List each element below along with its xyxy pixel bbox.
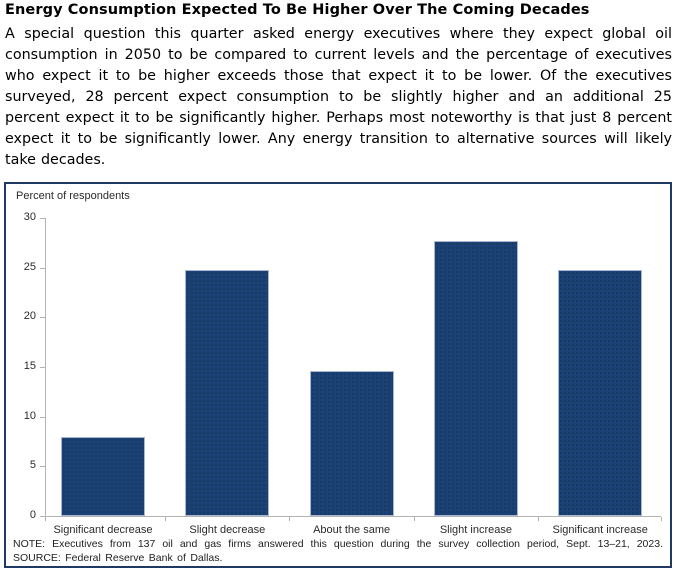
y-tick-label: 20: [23, 310, 36, 323]
y-tick-mark: [40, 218, 45, 219]
summary-paragraph: A special question this quarter asked en…: [5, 26, 672, 168]
y-tick-mark: [40, 267, 45, 269]
bar-about-the-same: [309, 370, 394, 516]
y-axis-line: [45, 218, 46, 517]
y-tick-label: 5: [29, 459, 36, 472]
y-tick-mark: [40, 466, 45, 468]
chart-source: SOURCE: Federal Reserve Bank of Dallas.: [13, 552, 223, 564]
x-tick-mark: [45, 517, 46, 521]
y-tick-mark: [40, 416, 45, 418]
y-tick-mark: [40, 516, 45, 517]
x-label-slight-increase: Slight increase: [439, 524, 512, 536]
y-tick-mark: [40, 317, 45, 319]
bar-chart-plot: 0 5 10 15 20 25 30 Significant decrease Slight d…: [6, 184, 670, 566]
y-tick-label: 0: [29, 509, 36, 521]
x-label-significant-decrease: Significant decrease: [53, 524, 153, 536]
bar-significant-decrease: [61, 436, 145, 516]
bar-significant-increase: [558, 269, 643, 516]
chart-container: Percent of respondents 0 5 10 15 20 25 30 Signi…: [4, 182, 672, 568]
chart-note: NOTE: Executives from 137 oil and gas fi…: [13, 538, 663, 550]
page-title: Energy Consumption Expected To Be Higher…: [5, 2, 590, 18]
x-label-about-the-same: About the same: [313, 524, 391, 536]
x-tick-mark: [538, 517, 540, 521]
x-label-significant-increase: Significant increase: [552, 524, 648, 536]
y-tick-label: 15: [23, 360, 36, 372]
x-tick-mark: [289, 517, 291, 521]
x-label-slight-decrease: Slight decrease: [189, 524, 266, 536]
x-tick-mark: [165, 517, 167, 521]
bar-slight-decrease: [185, 269, 270, 516]
y-axis-title: Percent of respondents: [16, 190, 130, 202]
x-tick-mark: [661, 517, 662, 521]
y-tick-label: 10: [23, 409, 36, 422]
y-tick-label: 30: [23, 211, 36, 223]
x-axis-line: [45, 516, 661, 517]
y-tick-label: 25: [23, 260, 36, 273]
x-tick-mark: [413, 517, 415, 521]
y-tick-mark: [40, 367, 45, 368]
bar-slight-increase: [433, 240, 518, 516]
